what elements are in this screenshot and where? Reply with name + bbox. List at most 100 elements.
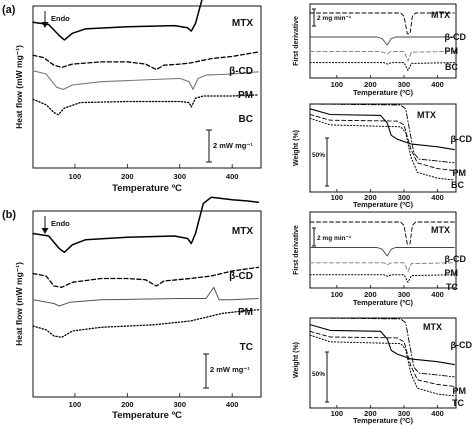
- x-tick-label: 400: [226, 400, 239, 409]
- x-axis-label: Temperature (ºC): [353, 200, 414, 209]
- series-label-pm: PM: [445, 268, 459, 278]
- series-line-cd: [32, 51, 260, 71]
- plot-frame: [32, 210, 262, 398]
- x-tick-label: 400: [431, 290, 444, 299]
- x-tick-label: 300: [398, 193, 411, 202]
- x-tick-label: 300: [398, 80, 411, 89]
- x-tick-label: 400: [431, 193, 444, 202]
- series-line-tc: [32, 309, 260, 338]
- series-label-pm: PM: [453, 168, 467, 178]
- series-label-tc: TC: [446, 282, 458, 292]
- endo-arrow-icon: [41, 11, 49, 28]
- series-line-mtx: [309, 103, 455, 164]
- series-line-tc: [309, 334, 455, 397]
- series-line-pm: [32, 70, 259, 90]
- x-ticks: 100 200 300 400: [331, 285, 444, 299]
- series-line-pm: [309, 330, 455, 387]
- x-tick-label: 200: [364, 409, 377, 418]
- series-group: [309, 317, 455, 397]
- series-label-mtx: MTX: [423, 322, 442, 332]
- series-line-bc: [309, 117, 455, 181]
- y-axis-label: Weight (%): [293, 342, 300, 378]
- panel-label-a: (a): [2, 4, 16, 16]
- chart-a-derivative: 100 200 300 400 Temperature (ºC) First deri…: [293, 3, 467, 97]
- series-label-mtx: MTX: [232, 226, 253, 237]
- x-ticks: 100 200 300 400: [331, 189, 444, 202]
- scale-bar: [312, 8, 316, 27]
- x-tick-label: 300: [398, 290, 411, 299]
- series-label-bc: BC: [239, 114, 253, 125]
- series-label-pm: PM: [238, 90, 253, 101]
- plot-frame: [32, 5, 262, 169]
- plot-frame: [309, 211, 457, 289]
- chart-a-tga: 100 200 300 400 Temperature (ºC) Weight (%)…: [293, 103, 472, 209]
- series-line-mtx: [309, 317, 455, 378]
- x-tick-label: 300: [398, 409, 411, 418]
- x-tick-label: 200: [121, 400, 134, 409]
- x-ticks: 100 200 300 400: [331, 75, 444, 89]
- series-line-tc: [309, 274, 455, 283]
- chart-a-dsc: 100 200 300 400 Temperature ºC Heat flow (m…: [14, 0, 262, 194]
- series-line-cd: [32, 266, 260, 288]
- scale-bar-label: 2 mW mg⁻¹: [210, 365, 250, 374]
- x-axis-label: Temperature (ºC): [353, 88, 414, 97]
- series-label-bcd: β-CD: [445, 254, 467, 264]
- scale-bar: [325, 351, 329, 403]
- scale-bar-label: 50%: [312, 152, 325, 159]
- chart-b-dsc: 100 200 300 400 Temperature ºC Heat flow (m…: [14, 196, 262, 421]
- scale-bar-label: 50%: [312, 371, 325, 378]
- plot-frame: [309, 317, 457, 409]
- series-label-tc: TC: [452, 398, 464, 408]
- x-tick-label: 400: [431, 409, 444, 418]
- series-label-bcd: β-CD: [451, 340, 473, 350]
- x-tick-label: 100: [69, 172, 82, 181]
- series-line-cd: [309, 36, 455, 46]
- scale-bar: [325, 137, 329, 187]
- series-line-mtx: [309, 221, 455, 245]
- series-line-cd: [309, 324, 455, 366]
- scale-bar-label: 2 mW mg⁻¹: [213, 141, 253, 150]
- series-line-bc: [32, 94, 260, 116]
- series-line-pm: [309, 114, 455, 171]
- x-tick-label: 100: [331, 80, 344, 89]
- x-axis-label: Temperature (ºC): [353, 298, 414, 307]
- x-tick-label: 100: [331, 290, 344, 299]
- series-group: [32, 0, 260, 116]
- series-label-mtx: MTX: [232, 18, 253, 29]
- series-label-pm: PM: [238, 307, 253, 318]
- scale-bar: [203, 353, 209, 389]
- x-tick-label: 200: [121, 172, 134, 181]
- x-tick-label: 100: [331, 193, 344, 202]
- x-tick-label: 300: [174, 400, 187, 409]
- series-group: [309, 103, 455, 181]
- plot-frame: [309, 103, 457, 193]
- series-line-mtx: [32, 196, 260, 254]
- x-ticks: 100 200 300 400: [69, 164, 238, 181]
- scale-bar: [206, 129, 212, 163]
- x-tick-label: 100: [69, 400, 82, 409]
- series-line-mtx: [32, 0, 203, 41]
- plot-frame: [309, 3, 457, 79]
- series-line-bc: [309, 62, 455, 72]
- series-label-bcd: β-CD: [229, 271, 253, 282]
- chart-b-derivative: 100 200 300 400 Temperature (ºC) First deri…: [293, 211, 467, 307]
- x-ticks: 100 200 300 400: [331, 405, 444, 418]
- series-line-cd: [309, 247, 455, 257]
- chart-b-tga: 100 200 300 400 Temperature (ºC) Weight (%)…: [293, 317, 473, 425]
- x-tick-label: 200: [364, 193, 377, 202]
- series-label-tc: TC: [240, 342, 253, 353]
- y-axis-label: Heat flow (mW mg⁻¹): [14, 262, 24, 346]
- series-label-bc: BC: [451, 180, 464, 190]
- scale-bar-label: 2 mg min⁻¹: [317, 15, 351, 22]
- series-label-bcd: β-CD: [229, 66, 253, 77]
- x-axis-label: Temperature (ºC): [353, 416, 414, 425]
- series-group: [309, 12, 455, 72]
- x-tick-label: 200: [364, 290, 377, 299]
- scale-bar: [312, 227, 316, 247]
- y-axis-label: First derivative: [293, 16, 300, 66]
- series-label-bcd: β-CD: [445, 32, 467, 42]
- endo-arrow-icon: [41, 216, 49, 234]
- series-label-pm: PM: [453, 386, 467, 396]
- series-line-pm: [309, 262, 455, 272]
- endo-label: Endo: [51, 219, 70, 228]
